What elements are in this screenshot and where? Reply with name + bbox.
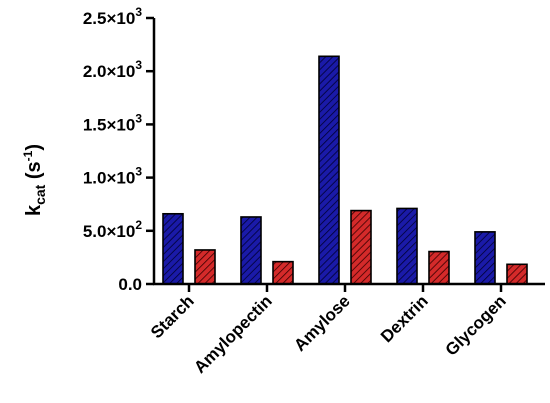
- y-tick-label: 1.5×103: [83, 111, 142, 134]
- y-axis-title: kcat (s-1): [21, 144, 48, 216]
- bar-amylose-series-2: [350, 209, 372, 285]
- bars-group: [162, 55, 528, 285]
- bar-starch-series-2: [194, 249, 216, 285]
- y-axis-ticks: 0.0 5.0×102 1.0×103 1.5×103 2.0×103 2.5×103: [83, 5, 154, 294]
- bar-dextrin-series-2: [428, 250, 450, 285]
- bar-dextrin-series-1: [396, 207, 418, 285]
- y-tick-label: 1.0×103: [83, 165, 142, 188]
- y-tick-label: 0.0: [118, 275, 142, 294]
- x-category-label: Amylopectin: [190, 291, 276, 377]
- x-category-label: Dextrin: [377, 291, 432, 346]
- bar-starch-series-1: [162, 212, 184, 285]
- bar-amylose-series-1: [318, 55, 340, 285]
- bar-amylopectin-series-1: [240, 216, 262, 285]
- bar-glycogen-series-2: [506, 263, 528, 285]
- x-category-label: Starch: [147, 291, 198, 342]
- x-category-label: Glycogen: [442, 291, 510, 359]
- bar-glycogen-series-1: [474, 231, 496, 285]
- y-tick-label: 5.0×102: [83, 218, 142, 241]
- y-tick-label: 2.0×103: [83, 58, 142, 81]
- bar-amylopectin-series-2: [272, 260, 294, 285]
- y-tick-label: 2.5×103: [83, 5, 142, 28]
- x-category-label: Amylose: [290, 291, 354, 355]
